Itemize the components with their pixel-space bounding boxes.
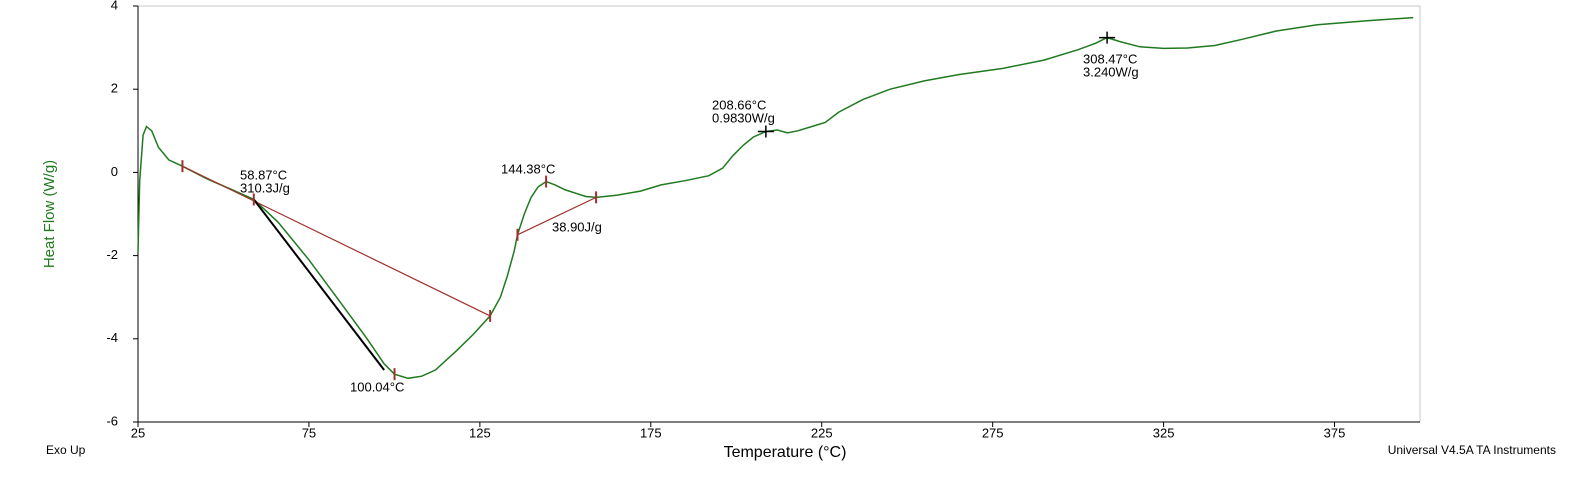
y-axis-label: Heat Flow (W/g) xyxy=(41,160,58,268)
analysis-line xyxy=(252,198,385,371)
x-tick-label: 225 xyxy=(811,425,833,440)
annotation: 310.3J/g xyxy=(240,180,290,195)
x-tick-label: 175 xyxy=(640,425,662,440)
y-tick-label: 2 xyxy=(111,81,118,96)
footer-right: Universal V4.5A TA Instruments xyxy=(1388,443,1556,457)
x-tick-label: 125 xyxy=(469,425,491,440)
plot-frame xyxy=(137,5,1421,423)
annotation: 208.66°C xyxy=(712,97,766,112)
y-tick-label: 0 xyxy=(111,164,118,179)
x-tick-label: 275 xyxy=(982,425,1004,440)
analysis-line xyxy=(182,165,491,317)
y-tick-label: -6 xyxy=(106,413,118,428)
annotation: 38.90J/g xyxy=(552,219,602,234)
annotation: 308.47°C xyxy=(1083,51,1137,66)
heat-flow-line xyxy=(137,16,1414,380)
annotation: 100.04°C xyxy=(350,379,404,394)
x-tick-label: 375 xyxy=(1324,425,1346,440)
x-tick-label: 325 xyxy=(1153,425,1175,440)
cross-marker xyxy=(1099,31,1116,44)
annotation: 0.9830W/g xyxy=(712,110,775,125)
annotation: 58.87°C xyxy=(240,167,287,182)
annotation: 3.240W/g xyxy=(1083,64,1139,79)
x-tick-label: 75 xyxy=(302,425,316,440)
x-tick-label: 25 xyxy=(131,425,145,440)
y-tick-label: -2 xyxy=(106,247,118,262)
cross-marker xyxy=(757,125,774,138)
y-tick-label: -4 xyxy=(106,330,118,345)
y-tick-label: 4 xyxy=(111,0,118,12)
analysis-line xyxy=(517,196,597,236)
x-axis-label: Temperature (°C) xyxy=(724,444,847,461)
footer-left: Exo Up xyxy=(46,443,86,457)
annotation: 144.38°C xyxy=(501,161,555,176)
